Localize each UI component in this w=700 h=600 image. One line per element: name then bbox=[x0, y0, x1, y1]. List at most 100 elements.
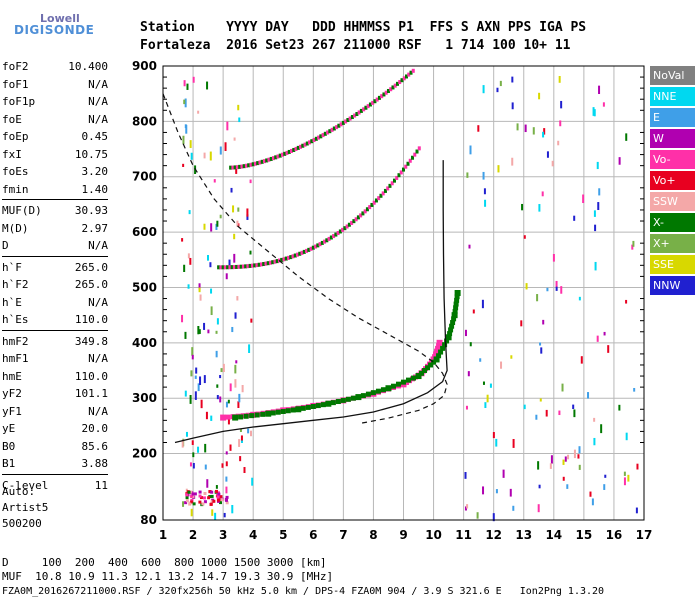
echo-dot bbox=[250, 318, 253, 323]
echo-dot bbox=[555, 280, 558, 288]
echo-dot bbox=[631, 244, 634, 250]
param-separator bbox=[2, 255, 108, 257]
echo-dot bbox=[573, 215, 576, 221]
series-fill-point bbox=[365, 391, 371, 397]
series-point-x bbox=[454, 290, 461, 296]
echo-dot bbox=[268, 260, 272, 265]
param-row-yf2: yF2 101.1 bbox=[2, 385, 108, 402]
param-name: foF1p bbox=[2, 95, 36, 108]
param-name: B0 bbox=[2, 439, 16, 453]
series-fill-point bbox=[419, 370, 425, 376]
echo-dot bbox=[399, 170, 403, 175]
param-row-hes: h`Es 110.0 bbox=[2, 311, 108, 328]
echo-dot bbox=[375, 97, 379, 102]
echo-dot bbox=[499, 80, 502, 87]
param-value: 85.6 bbox=[81, 439, 109, 453]
param-value: 3.20 bbox=[81, 165, 109, 178]
x-tick-label: 13 bbox=[515, 528, 532, 542]
echo-dot bbox=[219, 265, 223, 270]
echo-dot bbox=[389, 87, 393, 92]
echo-dot bbox=[273, 259, 277, 264]
echo-dot bbox=[539, 398, 542, 402]
legend-nne: NNE bbox=[650, 87, 695, 106]
param-name: h`Es bbox=[2, 313, 29, 326]
param-value: 101.1 bbox=[74, 387, 108, 400]
echo-dot bbox=[604, 474, 607, 478]
echo-dot bbox=[228, 259, 231, 268]
echo-dot bbox=[231, 326, 234, 333]
echo-dot bbox=[353, 113, 357, 118]
echo-dot bbox=[204, 443, 207, 453]
echo-dot bbox=[298, 251, 302, 256]
echo-dot bbox=[206, 479, 209, 488]
echo-dot bbox=[227, 415, 230, 425]
echo-dot bbox=[199, 294, 202, 301]
param-separator bbox=[2, 199, 108, 200]
echo-dot bbox=[197, 383, 200, 392]
echo-dot bbox=[481, 299, 484, 309]
series-fill-point bbox=[260, 411, 266, 417]
x-tick-label: 1 bbox=[159, 528, 167, 542]
echo-dot bbox=[597, 202, 600, 211]
echo-dot bbox=[190, 370, 193, 377]
echo-dot bbox=[231, 505, 234, 514]
echo-dot bbox=[323, 131, 327, 136]
echo-dot bbox=[199, 496, 203, 500]
echo-dot bbox=[618, 404, 621, 411]
echo-dot bbox=[577, 454, 580, 459]
param-value: 30.93 bbox=[74, 204, 108, 217]
series-point-x bbox=[295, 406, 302, 413]
legend-vo-: Vo+ bbox=[650, 171, 695, 190]
param-row-fmin: fmin 1.40 bbox=[2, 181, 108, 198]
series-fill-point bbox=[411, 375, 417, 381]
param-row-hmf1: hmF1 N/A bbox=[2, 350, 108, 367]
echo-dot bbox=[537, 504, 540, 513]
series-fill-point bbox=[315, 403, 321, 409]
echo-dot bbox=[247, 163, 251, 168]
echo-dot bbox=[593, 210, 596, 217]
echo-dot bbox=[202, 496, 206, 500]
echo-dot bbox=[225, 486, 228, 494]
echo-dot bbox=[300, 250, 304, 255]
echo-dot bbox=[189, 394, 192, 404]
echo-dot bbox=[222, 363, 225, 373]
echo-dot bbox=[525, 283, 528, 290]
legend-vo-: Vo- bbox=[650, 150, 695, 169]
echo-dot bbox=[249, 430, 252, 437]
echo-dot bbox=[210, 415, 213, 421]
series-fill-point bbox=[280, 408, 286, 414]
echo-dot bbox=[247, 428, 250, 434]
echo-dot bbox=[404, 164, 408, 169]
echo-dot bbox=[347, 222, 351, 227]
echo-dot bbox=[484, 402, 487, 409]
series-fill-point bbox=[330, 400, 336, 406]
echo-dot bbox=[219, 146, 222, 155]
echo-dot bbox=[511, 102, 514, 110]
param-separator bbox=[2, 329, 108, 331]
echo-dot bbox=[549, 463, 552, 469]
x-tick-label: 15 bbox=[576, 528, 593, 542]
echo-dot bbox=[311, 245, 315, 250]
series-fill-point bbox=[345, 396, 351, 402]
echo-dot bbox=[314, 136, 318, 141]
param-row-foep: foEp 0.45 bbox=[2, 128, 108, 145]
echo-dot bbox=[183, 264, 186, 272]
series-fill-point bbox=[425, 365, 431, 371]
echo-dot bbox=[259, 262, 263, 267]
param-name: D bbox=[2, 239, 9, 252]
echo-dot bbox=[265, 158, 269, 163]
echo-dot bbox=[210, 500, 214, 504]
echo-dot bbox=[321, 133, 325, 138]
legend-nnw: NNW bbox=[650, 276, 695, 295]
echo-dot bbox=[238, 393, 241, 403]
echo-dot bbox=[323, 239, 327, 244]
echo-dot bbox=[182, 135, 185, 145]
series-fill-point bbox=[360, 393, 366, 399]
echo-dot bbox=[327, 236, 331, 241]
echo-dot bbox=[392, 178, 396, 183]
echo-dot bbox=[566, 484, 569, 489]
echo-dot bbox=[465, 405, 468, 410]
x-tick-label: 7 bbox=[339, 528, 347, 542]
echo-dot bbox=[368, 205, 372, 210]
echo-dot bbox=[219, 374, 222, 379]
